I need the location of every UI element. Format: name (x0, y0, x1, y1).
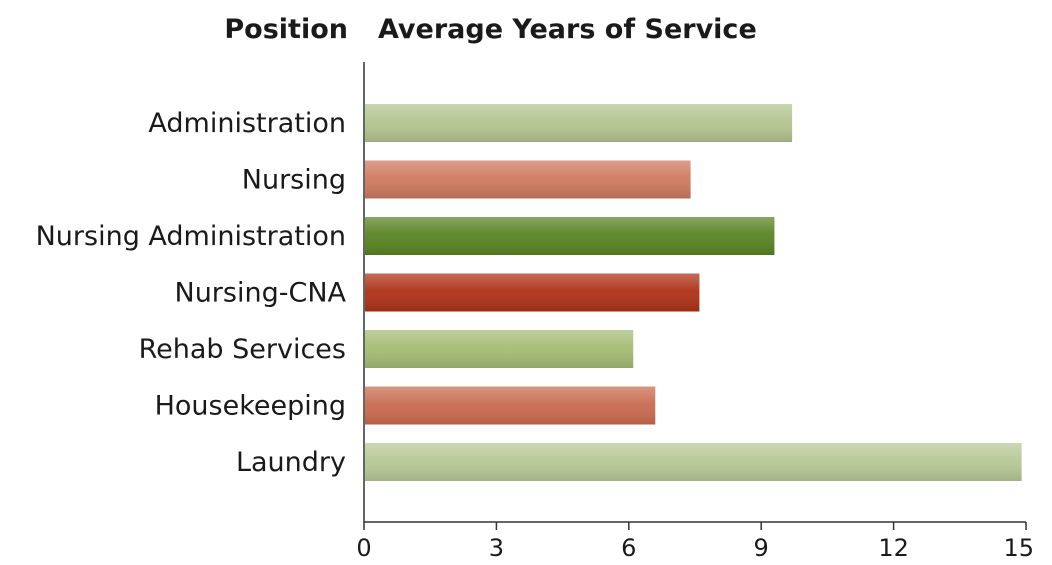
x-tick-label-12: 12 (878, 534, 909, 562)
bar-shading-housekeeping (365, 386, 656, 425)
x-tick-label-6: 6 (621, 534, 636, 562)
bar-shading-nursing-cna (365, 273, 700, 312)
x-axis-ticks: 0 3 6 9 12 15 (356, 522, 1034, 562)
bar-shading-rehab-services (365, 330, 634, 368)
chart-title: Average Years of Service (378, 14, 757, 45)
x-tick-label-0: 0 (356, 534, 371, 562)
category-label-nursing: Nursing (242, 165, 346, 196)
bar-shading-nursing-administration (365, 217, 775, 255)
bar-shading-laundry (365, 443, 1022, 481)
category-label-laundry: Laundry (236, 447, 346, 478)
category-label-nursing-administration: Nursing Administration (36, 221, 346, 252)
category-label-nursing-cna: Nursing-CNA (175, 278, 347, 309)
bar-shading-nursing (365, 160, 691, 199)
category-header: Position (224, 14, 348, 45)
category-labels: Administration Nursing Nursing Administrat… (36, 108, 347, 478)
x-tick-label-9: 9 (754, 534, 769, 562)
category-label-rehab-services: Rehab Services (139, 334, 346, 365)
category-label-housekeeping: Housekeeping (155, 391, 346, 422)
x-tick-label-3: 3 (489, 534, 504, 562)
bars-group (365, 104, 1022, 481)
bar-shading-administration (365, 104, 793, 142)
category-label-administration: Administration (148, 108, 346, 139)
x-tick-label-15: 15 (1003, 534, 1034, 562)
